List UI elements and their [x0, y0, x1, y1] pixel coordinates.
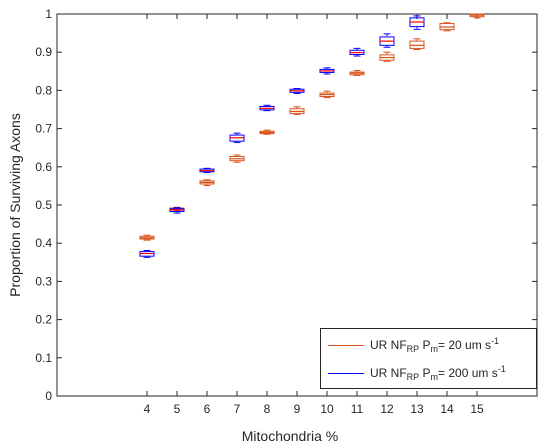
x-tick-label: 14 — [440, 402, 454, 416]
x-tick-label: 10 — [320, 402, 334, 416]
legend-entry-blue: UR NFRP Pm= 200 um s-1 — [321, 363, 506, 383]
x-tick-label: 7 — [234, 402, 241, 416]
y-tick-label: 0.7 — [35, 122, 52, 136]
y-tick-label: 0.4 — [35, 236, 52, 250]
y-tick-label: 0.1 — [35, 351, 52, 365]
y-tick-label: 0.8 — [35, 83, 52, 97]
y-tick-label: 0.6 — [35, 160, 52, 174]
x-tick-label: 5 — [174, 402, 181, 416]
legend-label-blue: UR NFRP Pm= 200 um s-1 — [370, 364, 506, 382]
x-tick-label: 13 — [410, 402, 424, 416]
y-tick-label: 0 — [45, 389, 52, 403]
plot-area: 00.10.20.30.40.50.60.70.80.914 5 6 7 8 9 10 11 1… — [35, 7, 538, 416]
x-tick-label: 6 — [204, 402, 211, 416]
x-tick-label: 11 — [351, 402, 364, 416]
x-axis-label: Mitochondria % — [242, 428, 339, 444]
y-axis-label: Proportion of Surviving Axons — [7, 113, 23, 297]
legend-label-orange: UR NFRP Pm= 20 um s-1 — [370, 336, 500, 354]
x-tick-label: 12 — [380, 402, 394, 416]
y-tick-label: 0.2 — [35, 313, 52, 327]
legend-line-blue — [328, 372, 364, 374]
y-tick-label: 1 — [45, 7, 52, 21]
x-tick-label: 9 — [294, 402, 301, 416]
x-tick-label: 15 — [470, 402, 484, 416]
x-tick-label: 4 — [144, 402, 151, 416]
y-tick-label: 0.5 — [35, 198, 52, 212]
y-tick-label: 0.9 — [35, 45, 52, 59]
legend-entry-orange: UR NFRP Pm= 20 um s-1 — [321, 335, 499, 355]
legend: UR NFRP Pm= 20 um s-1 UR NFRP Pm= 200 um… — [320, 328, 537, 389]
legend-line-orange — [328, 344, 364, 346]
y-tick-label: 0.3 — [35, 274, 52, 288]
x-tick-label: 8 — [264, 402, 271, 416]
